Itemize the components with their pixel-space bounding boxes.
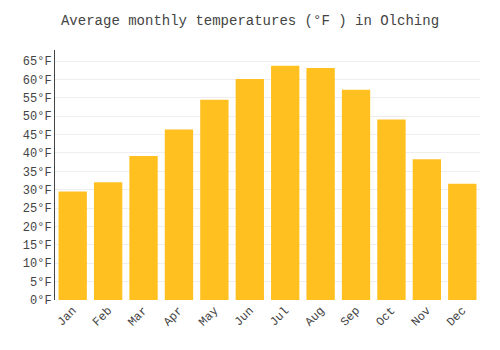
svg-text:Jan: Jan — [55, 304, 80, 329]
svg-text:65°F: 65°F — [23, 55, 52, 69]
svg-text:25°F: 25°F — [23, 202, 52, 216]
svg-text:55°F: 55°F — [23, 92, 52, 106]
svg-text:0°F: 0°F — [30, 294, 52, 308]
svg-text:50°F: 50°F — [23, 110, 52, 124]
svg-text:20°F: 20°F — [23, 221, 52, 235]
svg-text:40°F: 40°F — [23, 147, 52, 161]
svg-text:Jul: Jul — [267, 304, 292, 329]
svg-text:Mar: Mar — [125, 304, 150, 329]
svg-text:Jun: Jun — [232, 304, 257, 329]
svg-text:Average monthly temperatures (: Average monthly temperatures (°F ) in Ol… — [61, 13, 439, 29]
svg-text:35°F: 35°F — [23, 166, 52, 180]
svg-text:60°F: 60°F — [23, 74, 52, 88]
svg-text:Aug: Aug — [303, 304, 328, 329]
svg-text:Nov: Nov — [409, 304, 434, 329]
svg-text:Sep: Sep — [338, 304, 363, 329]
svg-text:15°F: 15°F — [23, 239, 52, 253]
svg-text:30°F: 30°F — [23, 184, 52, 198]
svg-text:Dec: Dec — [444, 304, 469, 329]
svg-text:May: May — [196, 304, 221, 329]
svg-text:10°F: 10°F — [23, 257, 52, 271]
svg-text:Oct: Oct — [373, 304, 398, 329]
svg-text:Feb: Feb — [90, 304, 115, 329]
svg-text:5°F: 5°F — [30, 276, 52, 290]
svg-text:45°F: 45°F — [23, 129, 52, 143]
svg-text:Apr: Apr — [161, 304, 186, 329]
